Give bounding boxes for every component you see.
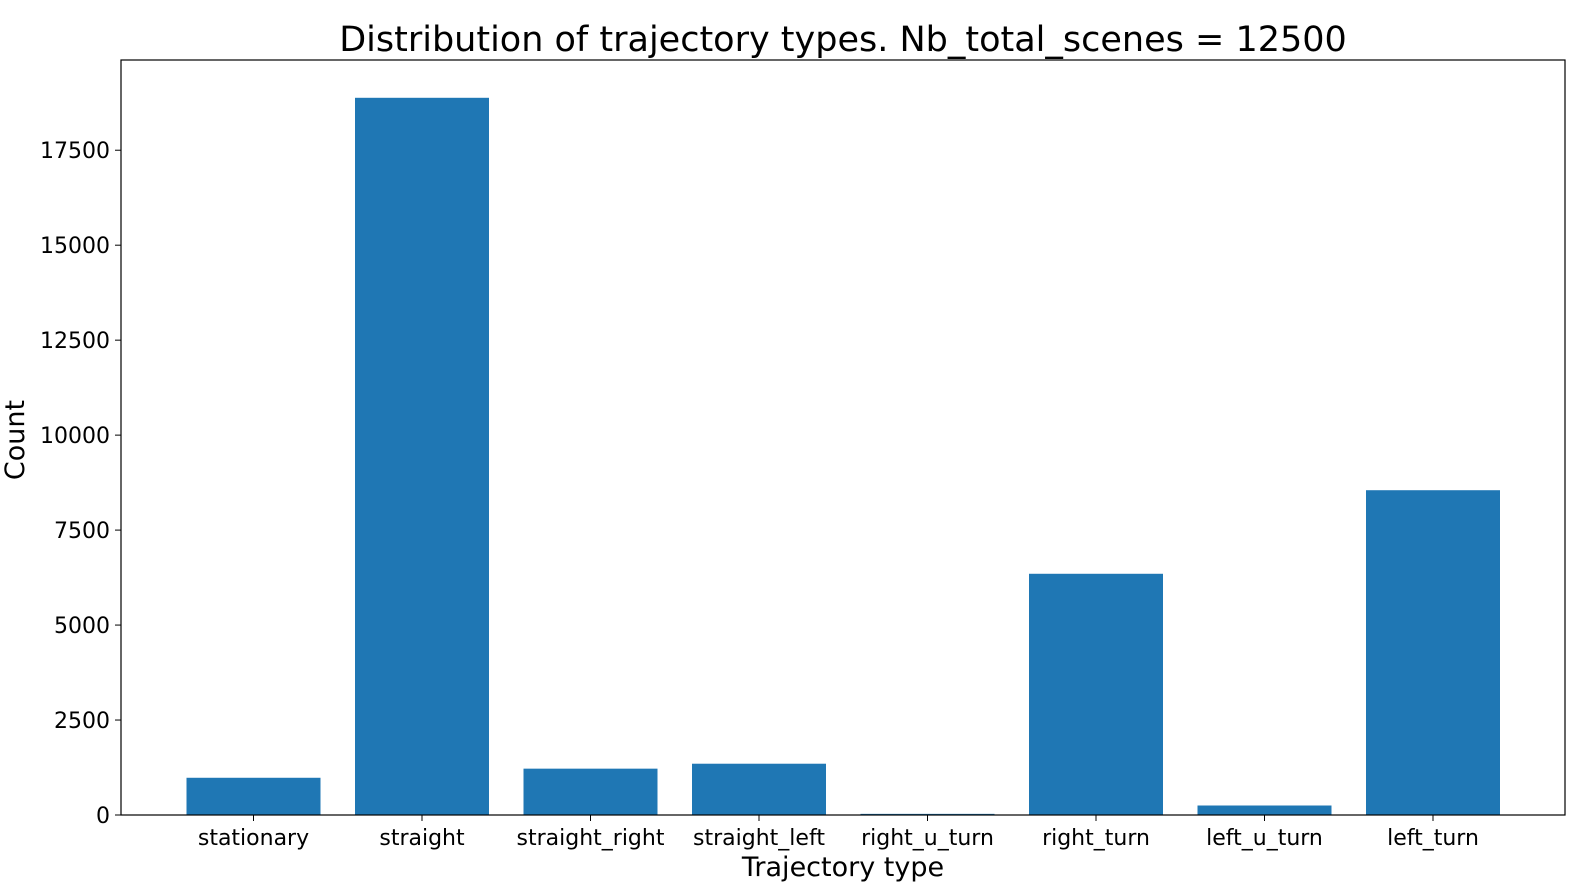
bar-straight: [355, 97, 489, 815]
y-tick-label: 12500: [40, 329, 110, 354]
bar-left-u-turn: [1197, 805, 1332, 815]
x-tick-label: right_turn: [1042, 826, 1150, 851]
y-tick-label: 5000: [54, 614, 110, 639]
plot-frame: [120, 59, 1566, 816]
y-tick-label: 10000: [40, 424, 110, 449]
y-tick-label: 17500: [40, 139, 110, 164]
bar-straight-right: [523, 768, 658, 815]
x-tick-label: left_u_turn: [1206, 826, 1323, 851]
y-tick-label: 7500: [54, 519, 110, 544]
y-tick-label: 15000: [40, 234, 110, 259]
bar-left-turn: [1366, 490, 1500, 815]
bar-right-turn: [1029, 573, 1163, 815]
bar-straight-left: [692, 763, 826, 815]
x-tick-label: straight: [379, 826, 465, 851]
x-tick-label: right_u_turn: [861, 826, 994, 851]
bar-stationary: [186, 777, 321, 815]
x-tick-label: stationary: [198, 826, 309, 851]
x-axis-title: Trajectory type: [741, 852, 944, 882]
chart-title: Distribution of trajectory types. Nb_tot…: [339, 20, 1347, 60]
y-tick-label: 2500: [54, 709, 110, 734]
x-tick-label: straight_left: [693, 826, 825, 851]
x-tick-label: straight_right: [517, 826, 665, 851]
y-tick-label: 0: [96, 804, 110, 829]
ticks-group: stationary straight straight_right straight…: [40, 139, 1479, 851]
x-tick-label: left_turn: [1387, 826, 1479, 851]
bars-group: [186, 97, 1500, 815]
y-axis-title: Count: [0, 400, 31, 480]
